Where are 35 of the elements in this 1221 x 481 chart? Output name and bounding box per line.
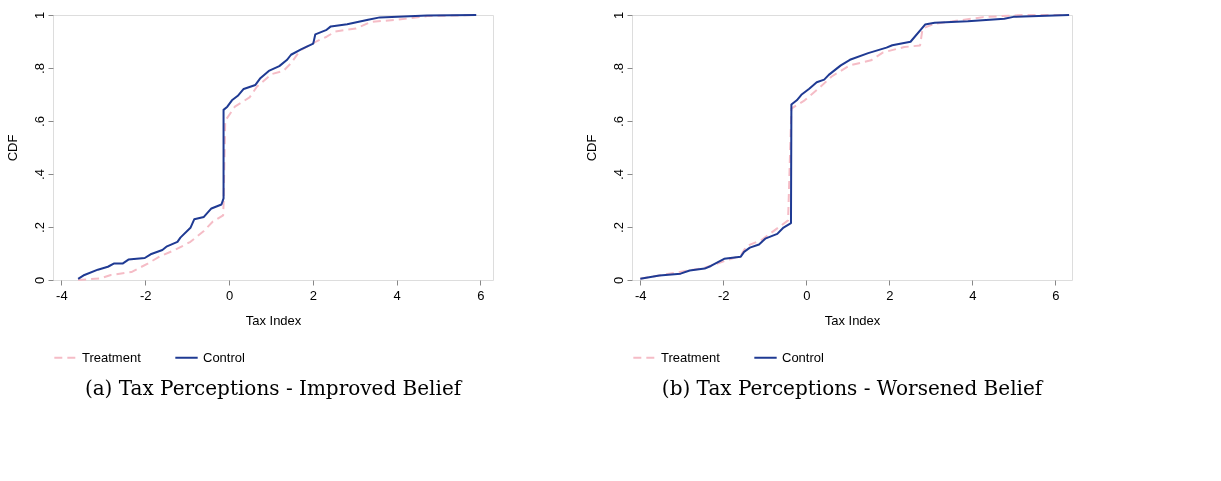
y-tick-label: .8 [610,63,626,74]
line-series [639,14,1071,280]
y-tick-label: .6 [31,116,47,127]
x-tick-label: 2 [309,287,317,303]
x-tick-label: 2 [886,287,894,303]
legend-label: Control [782,349,825,365]
x-tick-label: 6 [477,287,485,303]
legend-label: Control [203,349,246,365]
x-axis-title: Tax Index [245,312,302,328]
x-tick-label: -4 [635,287,647,303]
x-tick-label: 4 [393,287,401,303]
x-axis-title: Tax Index [824,312,881,328]
y-tick-label: .8 [31,63,47,74]
y-tick-label: 0 [610,276,626,285]
x-tick-label: 0 [225,287,234,303]
y-tick-label: .4 [610,169,626,180]
legend-label: Treatment [661,349,721,365]
x-tick-label: 4 [969,287,977,303]
y-tick-label: 0 [31,276,47,285]
y-tick-label: .4 [31,169,47,180]
legend-label: Treatment [82,349,142,365]
y-tick-label: .2 [610,222,626,233]
y-tick-label: .6 [610,116,626,127]
text: (a) Tax Perceptions - Improved Belief [84,376,463,400]
text: (b) Tax Perceptions - Worsened Belief [661,376,1044,400]
x-tick-label: 0 [803,287,811,303]
y-tick-label: 1 [31,11,47,20]
y-axis-title: CDF [4,134,20,162]
y-tick-label: .2 [31,222,47,233]
y-tick-label: 1 [610,11,626,20]
x-tick-label: -2 [139,287,152,303]
x-tick-label: -2 [718,287,730,303]
y-axis-title: CDF [583,134,599,162]
x-tick-label: -4 [56,287,68,303]
x-tick-label: 6 [1052,287,1060,303]
